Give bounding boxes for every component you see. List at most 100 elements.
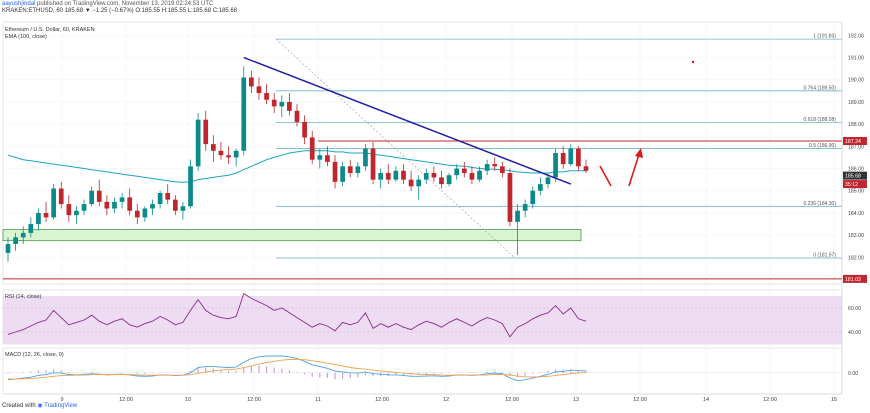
candle [89, 186, 95, 207]
candle-body [530, 190, 536, 205]
fib-level-label: 0.5 (186.90) [809, 143, 836, 149]
candle [28, 217, 34, 238]
candle [81, 199, 87, 216]
candle-body [522, 204, 528, 211]
candle [538, 177, 543, 196]
candle-body [165, 192, 171, 200]
candle [446, 172, 452, 187]
candle [96, 179, 102, 207]
footer-prefix: Created with [2, 403, 36, 409]
candle-body [560, 153, 566, 165]
candle [188, 159, 193, 209]
candle-body [553, 153, 558, 178]
y-tick-label: 186.00 [848, 167, 864, 173]
candle-body [484, 164, 490, 171]
candle [484, 159, 490, 176]
candle [279, 95, 285, 118]
candle-body [81, 204, 87, 211]
support-zone [2, 229, 582, 242]
candle-body [172, 199, 178, 211]
candle-body [112, 201, 117, 209]
publisher-name[interactable]: aayushjindal [2, 1, 36, 7]
ema-legend: EMA (100, close) [5, 34, 47, 40]
candle-body [499, 166, 505, 173]
rsi-line [7, 292, 587, 338]
candle-body [5, 244, 11, 253]
publish-text: published on TradingView.com, November 1… [37, 1, 214, 7]
bearish-trendline [243, 56, 572, 185]
publish-info: aayushjindal published on TradingView.co… [2, 1, 213, 7]
candle [355, 161, 361, 178]
candle [226, 146, 231, 165]
candle [416, 175, 422, 200]
x-tick-label: 11 [315, 397, 321, 403]
candle-body [378, 172, 384, 180]
candle-body [180, 206, 186, 211]
candle-body [461, 168, 467, 173]
down-arrow-icon [599, 165, 612, 187]
candle-body [363, 148, 368, 167]
ema-100-line [7, 150, 586, 183]
candle [233, 148, 239, 167]
candle [172, 195, 178, 216]
candle [104, 195, 110, 216]
fib-level-label: 0.236 (184.30) [803, 201, 836, 207]
candle-body [43, 212, 49, 218]
candle [522, 199, 528, 218]
last-price-tag-bg [843, 171, 867, 180]
candle [325, 146, 330, 167]
marker-dot-icon [691, 60, 695, 64]
x-tick-label: 12:00 [119, 397, 133, 403]
candle [507, 168, 513, 227]
candle-body [51, 188, 56, 218]
support-price-tag-bg [843, 274, 867, 283]
candle [317, 148, 323, 169]
candle-body [340, 166, 345, 182]
main-pane-frame [2, 21, 843, 285]
up-arrow-icon [628, 150, 641, 187]
support-price-tag: 181.03 [845, 277, 861, 283]
candle [583, 159, 589, 173]
candle-body [74, 210, 79, 216]
candle-body [492, 164, 498, 167]
candle-body [188, 166, 193, 207]
candle-body [241, 77, 247, 151]
candle [499, 161, 505, 178]
candle [36, 208, 41, 231]
candle-body [13, 237, 18, 245]
macd-signal-line [8, 358, 587, 380]
candle [302, 115, 307, 145]
candle-body [515, 210, 520, 222]
candle-body [294, 110, 300, 122]
candle-body [385, 172, 391, 180]
candle-body [271, 99, 277, 107]
candle-body [127, 197, 133, 211]
candle-body [469, 172, 475, 180]
candle [576, 146, 581, 171]
candle-body [157, 192, 163, 205]
candle [378, 168, 384, 189]
candle [20, 226, 26, 245]
candle-body [423, 172, 429, 180]
x-tick-label: 14 [703, 397, 709, 403]
candle [408, 170, 414, 191]
x-tick-label: 12:00 [633, 397, 647, 403]
candle [393, 166, 399, 182]
x-tick-label: 13 [573, 397, 579, 403]
candle [210, 135, 216, 162]
macd-y-tick-label: 0.00 [848, 371, 858, 377]
candle-body [203, 119, 209, 145]
candle [134, 204, 140, 225]
candle-body [58, 188, 64, 205]
x-tick-label: 10 [185, 397, 191, 403]
y-tick-label: 190.00 [848, 78, 864, 84]
symbol-legend: Ethereum / U.S. Dollar, 60, KRAKEN [5, 27, 95, 33]
candle-body [287, 101, 292, 111]
candle-body [20, 232, 26, 238]
x-tick-label: 15 [831, 397, 837, 403]
candle-body [538, 184, 543, 191]
candle [142, 206, 148, 222]
footer-brand[interactable]: TradingView [44, 403, 78, 409]
candle-body [416, 179, 422, 187]
